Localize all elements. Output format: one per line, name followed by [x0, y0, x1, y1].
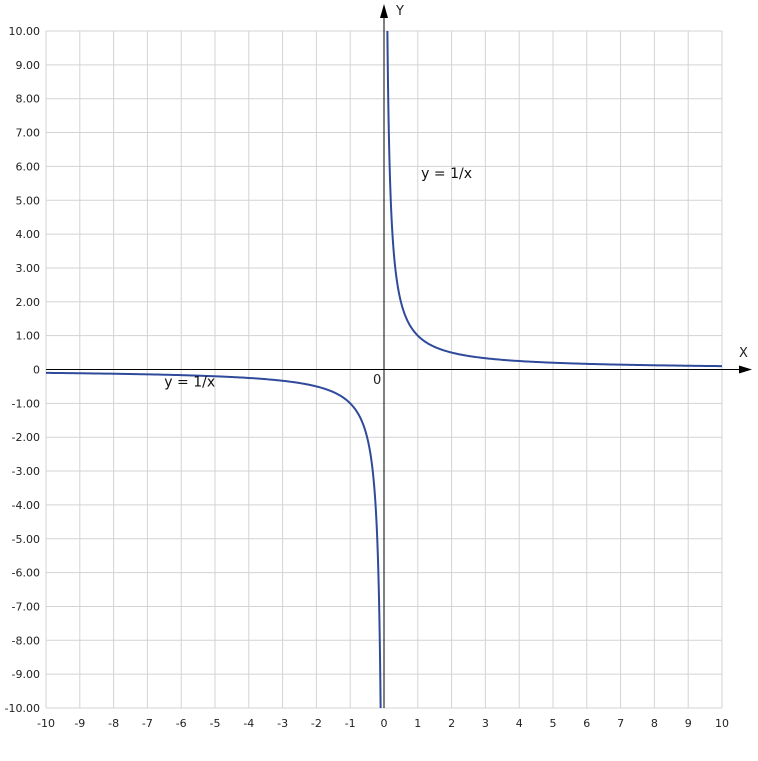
curve-positive-branch	[386, 30, 723, 368]
x-tick-label: 9	[685, 717, 692, 730]
tick-labels: -10 -9 -8 -7 -6 -5 -4 -3 -2 -1 0 1 2 3 4 5 6 7 8 9 10-10.00-…	[5, 25, 729, 730]
y-axis-title: Y	[395, 4, 404, 19]
origin-label: 0	[373, 373, 381, 388]
y-tick-label: 2.00	[16, 296, 41, 309]
curve-annotation: y = 1/x	[164, 374, 215, 390]
y-tick-label: 1.00	[16, 330, 41, 343]
x-tick-label: 10	[715, 717, 729, 730]
x-axis-arrow	[739, 365, 752, 374]
y-tick-label: -10.00	[5, 702, 40, 715]
y-tick-label: -1.00	[12, 397, 40, 410]
y-tick-label: 6.00	[16, 160, 41, 173]
x-axis-title: X	[739, 346, 748, 361]
x-tick-label: 2	[448, 717, 455, 730]
y-tick-label: -9.00	[12, 668, 40, 681]
axes	[46, 4, 752, 708]
x-tick-label: -1	[345, 717, 356, 730]
x-tick-label: -6	[176, 717, 187, 730]
x-tick-label: -8	[108, 717, 119, 730]
x-tick-label: -10	[37, 717, 55, 730]
y-tick-label: 7.00	[16, 127, 41, 140]
x-tick-label: 1	[414, 717, 421, 730]
y-tick-label: -7.00	[12, 600, 40, 613]
x-tick-label: 6	[583, 717, 590, 730]
y-tick-label: 10.00	[9, 25, 41, 38]
x-tick-label: -9	[74, 717, 85, 730]
x-tick-label: 3	[482, 717, 489, 730]
y-tick-label: 8.00	[16, 93, 41, 106]
y-tick-label: -2.00	[12, 431, 40, 444]
x-tick-label: -2	[311, 717, 322, 730]
y-tick-label: 4.00	[16, 228, 41, 241]
y-tick-label: 5.00	[16, 194, 41, 207]
x-tick-label: -5	[210, 717, 221, 730]
y-axis-arrow	[380, 4, 388, 18]
y-tick-label: -5.00	[12, 533, 40, 546]
y-tick-label: 0	[33, 364, 40, 377]
y-tick-label: 3.00	[16, 262, 41, 275]
y-tick-label: -4.00	[12, 499, 40, 512]
curves	[45, 30, 723, 709]
x-tick-label: 4	[516, 717, 523, 730]
x-tick-label: 8	[651, 717, 658, 730]
y-tick-label: -8.00	[12, 634, 40, 647]
x-tick-label: 0	[381, 717, 388, 730]
x-tick-label: -4	[243, 717, 254, 730]
x-tick-label: -3	[277, 717, 288, 730]
curve-annotation: y = 1/x	[421, 166, 472, 182]
y-tick-label: -3.00	[12, 465, 40, 478]
curve-negative-branch	[45, 371, 382, 709]
x-tick-label: 7	[617, 717, 624, 730]
x-tick-label: -7	[142, 717, 153, 730]
annotations: y = 1/x y = 1/x	[164, 166, 472, 390]
y-tick-label: 9.00	[16, 59, 41, 72]
x-tick-label: 5	[550, 717, 557, 730]
y-tick-label: -6.00	[12, 567, 40, 580]
